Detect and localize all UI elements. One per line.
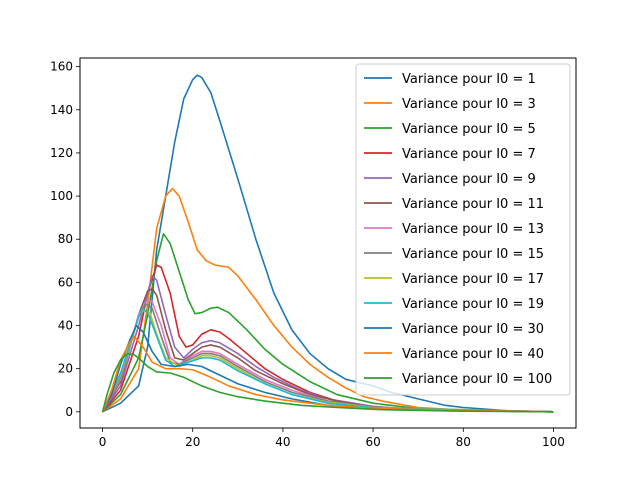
legend-label: Variance pour I0 = 15	[402, 247, 544, 262]
legend-box	[355, 63, 571, 396]
series-layer	[101, 74, 554, 413]
y-tick-label: 80	[58, 232, 73, 246]
series-line-8	[101, 303, 554, 413]
x-tick-label: 0	[99, 435, 107, 449]
series-line-12	[101, 335, 554, 413]
y-tick-label: 100	[50, 189, 73, 203]
legend-label: Variance pour I0 = 1	[402, 72, 536, 87]
x-tick-label: 60	[365, 435, 380, 449]
legend-label: Variance pour I0 = 17	[402, 272, 544, 287]
legend-label: Variance pour I0 = 9	[402, 172, 536, 187]
y-tick-label: 160	[50, 60, 73, 74]
legend-label: Variance pour I0 = 40	[402, 347, 544, 362]
series-line-3	[101, 233, 554, 413]
y-tick-label: 0	[65, 405, 73, 419]
legend-label: Variance pour I0 = 30	[402, 322, 544, 337]
y-tick-label: 140	[50, 103, 73, 117]
series-line-1	[102, 74, 554, 413]
legend-label: Variance pour I0 = 19	[402, 297, 544, 312]
series-line-2	[102, 187, 554, 413]
legend-label: Variance pour I0 = 7	[402, 147, 536, 162]
series-line-6	[101, 288, 554, 413]
x-axis: 0 20 40 60 80 100	[99, 428, 565, 449]
series-line-13	[101, 352, 554, 413]
y-tick-label: 20	[58, 362, 73, 376]
y-tick-label: 60	[58, 275, 73, 289]
legend-label: Variance pour I0 = 13	[402, 222, 544, 237]
x-tick-label: 20	[185, 435, 200, 449]
y-tick-label: 40	[58, 319, 73, 333]
legend: Variance pour I0 = 1 Variance pour I0 = 3…	[355, 63, 571, 396]
legend-label: Variance pour I0 = 11	[402, 197, 544, 212]
series-line-10	[101, 307, 554, 413]
y-tick-label: 120	[50, 146, 73, 160]
legend-label: Variance pour I0 = 3	[402, 97, 536, 112]
plot-frame	[79, 57, 577, 429]
legend-label: Variance pour I0 = 5	[402, 122, 536, 137]
x-tick-label: 40	[275, 435, 290, 449]
x-tick-label: 80	[456, 435, 471, 449]
y-axis: 0 20 40 60 80 100 120 140 160	[50, 60, 80, 419]
legend-label: Variance pour I0 = 100	[402, 372, 552, 387]
x-tick-label: 100	[542, 435, 565, 449]
